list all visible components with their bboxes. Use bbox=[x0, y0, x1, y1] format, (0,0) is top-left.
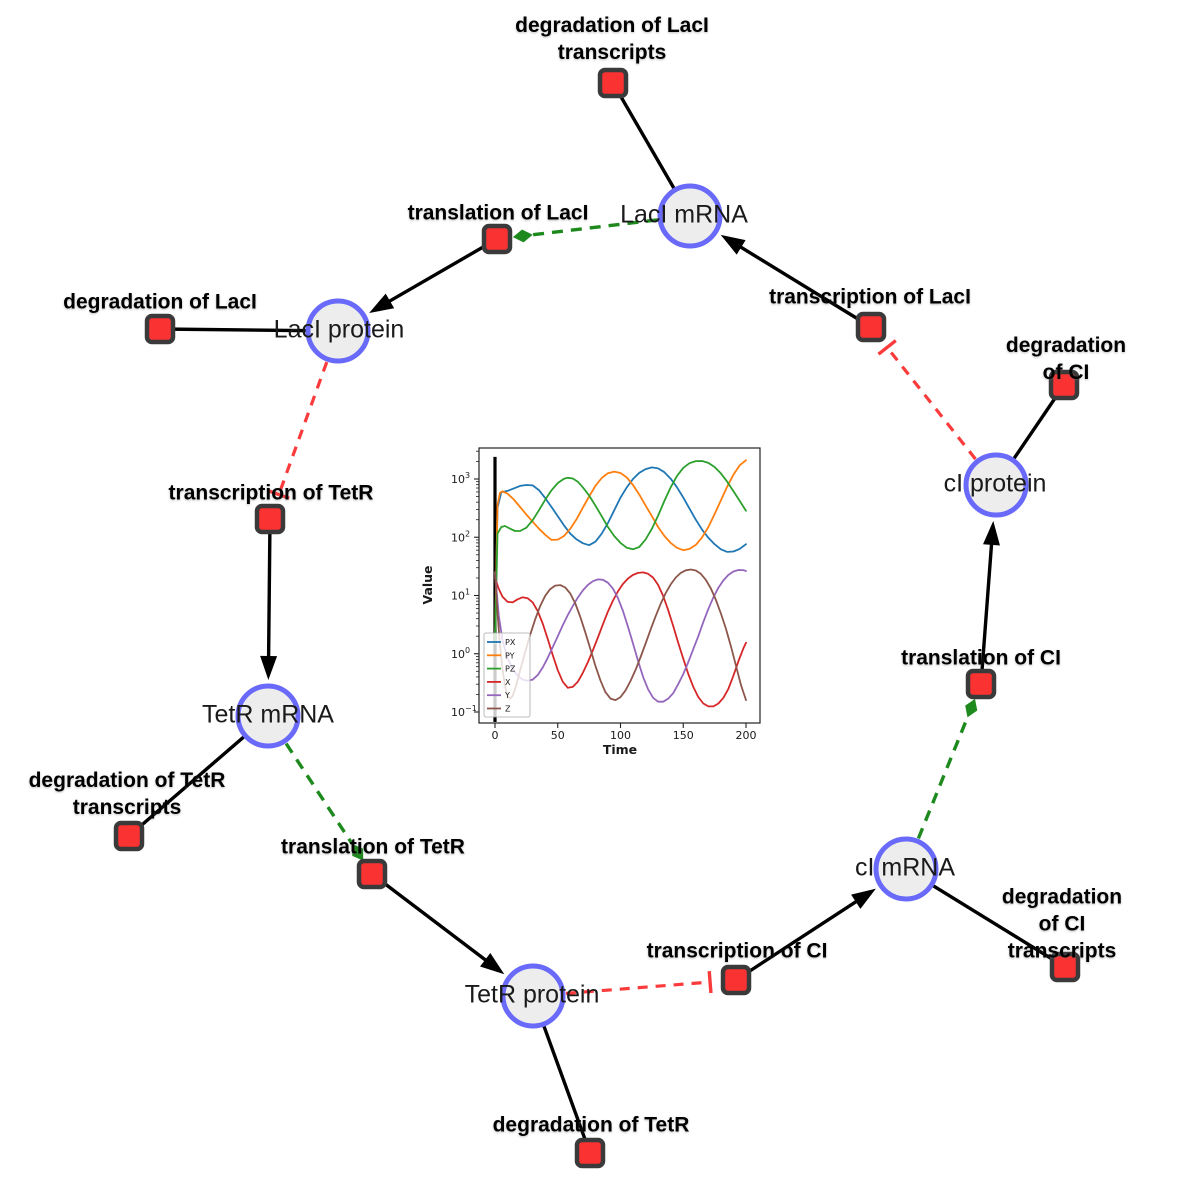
edge-transcription-of-ci-to-ci-mrna bbox=[735, 897, 862, 982]
nodes-layer bbox=[113, 67, 1081, 1169]
edge-laci-mrna-to-translation-of-laci bbox=[532, 218, 658, 237]
reaction-node-degradation-of-ci[interactable] bbox=[1048, 369, 1080, 401]
edge-transcription-of-tetr-to-tetr-mrna-arrowhead bbox=[260, 655, 278, 681]
edge-transcription-of-laci-to-laci-mrna bbox=[735, 242, 872, 329]
x-axis-label: Time bbox=[603, 742, 637, 757]
legend-label-Z: Z bbox=[505, 705, 511, 714]
reaction-node-degradation-of-tetr[interactable] bbox=[574, 1137, 606, 1169]
edge-ci-mrna-to-translation-of-ci bbox=[916, 716, 970, 840]
reaction-node-degradation-of-laci-transcripts[interactable] bbox=[597, 67, 629, 99]
series-line-PY bbox=[494, 459, 747, 645]
series-line-Y bbox=[494, 569, 747, 703]
edge-translation-of-laci-to-laci-protein-arrowhead bbox=[369, 293, 395, 313]
y-tick-label: 100 bbox=[451, 646, 470, 661]
edge-transcription-of-ci-to-ci-mrna-arrowhead bbox=[851, 888, 876, 909]
reaction-node-transcription-of-laci[interactable] bbox=[855, 311, 887, 343]
edge-transcription-of-laci-to-laci-mrna-arrowhead bbox=[720, 234, 746, 255]
edge-laci-protein-to-transcription-of-tetr-tbar bbox=[267, 489, 290, 500]
x-tick-label: 150 bbox=[673, 729, 694, 742]
edge-tetr-mrna-to-translation-of-tetr bbox=[284, 742, 354, 845]
reaction-node-transcription-of-ci[interactable] bbox=[720, 964, 752, 996]
series-line-PX bbox=[494, 466, 747, 645]
x-tick-label: 50 bbox=[551, 729, 565, 742]
species-node-laci-mrna[interactable] bbox=[657, 183, 723, 249]
edge-tetr-protein-to-transcription-of-ci-tbar bbox=[707, 970, 713, 994]
y-tick-label: 102 bbox=[451, 529, 470, 544]
edge-laci-protein-to-transcription-of-tetr bbox=[277, 361, 329, 496]
species-node-ci-protein[interactable] bbox=[963, 452, 1029, 518]
species-node-laci-protein[interactable] bbox=[305, 298, 371, 364]
y-tick-label: 10−1 bbox=[451, 704, 477, 719]
reaction-node-degradation-of-ci-transcripts[interactable] bbox=[1049, 951, 1081, 983]
x-tick-label: 200 bbox=[736, 729, 757, 742]
y-axis-label: Value bbox=[420, 565, 435, 604]
legend-label-Y: Y bbox=[504, 691, 510, 700]
species-node-ci-mrna[interactable] bbox=[873, 836, 939, 902]
reaction-node-translation-of-laci[interactable] bbox=[481, 223, 513, 255]
edge-transcription-of-tetr-to-tetr-mrna bbox=[266, 518, 272, 663]
legend-label-PY: PY bbox=[505, 651, 515, 660]
legend-label-X: X bbox=[505, 678, 511, 687]
edge-translation-of-ci-to-ci-protein-arrowhead bbox=[983, 520, 1000, 546]
legend-label-PZ: PZ bbox=[505, 665, 516, 674]
x-tick-label: 100 bbox=[610, 729, 631, 742]
reaction-node-degradation-of-tetr-transcripts[interactable] bbox=[113, 820, 145, 852]
reaction-node-translation-of-ci[interactable] bbox=[965, 668, 997, 700]
edge-laci-mrna-to-translation-of-laci-diamond bbox=[512, 229, 533, 243]
edge-translation-of-tetr-to-tetr-protein-arrowhead bbox=[480, 952, 505, 975]
edge-translation-of-tetr-to-tetr-protein bbox=[370, 872, 491, 965]
edge-ci-protein-to-transcription-of-laci bbox=[885, 346, 977, 461]
species-node-tetr-mrna[interactable] bbox=[235, 683, 301, 749]
legend: PX PY PZ XYZ bbox=[483, 632, 531, 718]
series-line-PZ bbox=[494, 460, 747, 645]
edge-tetr-mrna-to-translation-of-tetr-diamond bbox=[352, 843, 364, 861]
edge-ci-protein-to-transcription-of-laci-tbar bbox=[877, 339, 897, 356]
inset-chart: 0 50 100 150 200 10−1 100 101 102 103 Time Value PX P… bbox=[420, 433, 782, 778]
timecourse-plot: 0 50 100 150 20010−1100101102103TimeValuePXP… bbox=[420, 447, 761, 757]
y-tick-label: 101 bbox=[451, 588, 470, 603]
reaction-node-transcription-of-tetr[interactable] bbox=[254, 503, 286, 535]
edge-tetr-protein-to-transcription-of-ci bbox=[565, 980, 711, 996]
reaction-node-degradation-of-laci[interactable] bbox=[144, 313, 176, 345]
edge-translation-of-ci-to-ci-protein bbox=[979, 538, 994, 685]
y-tick-label: 103 bbox=[451, 471, 470, 486]
legend-label-PX: PX bbox=[505, 638, 516, 647]
edge-translation-of-laci-to-laci-protein bbox=[383, 237, 498, 306]
edge-ci-mrna-to-translation-of-ci-diamond bbox=[965, 698, 978, 718]
species-node-tetr-protein[interactable] bbox=[500, 963, 566, 1029]
axes-frame bbox=[478, 447, 761, 724]
series-line-X bbox=[494, 571, 747, 708]
reaction-node-translation-of-tetr[interactable] bbox=[356, 858, 388, 890]
x-tick-label: 0 bbox=[492, 729, 499, 742]
